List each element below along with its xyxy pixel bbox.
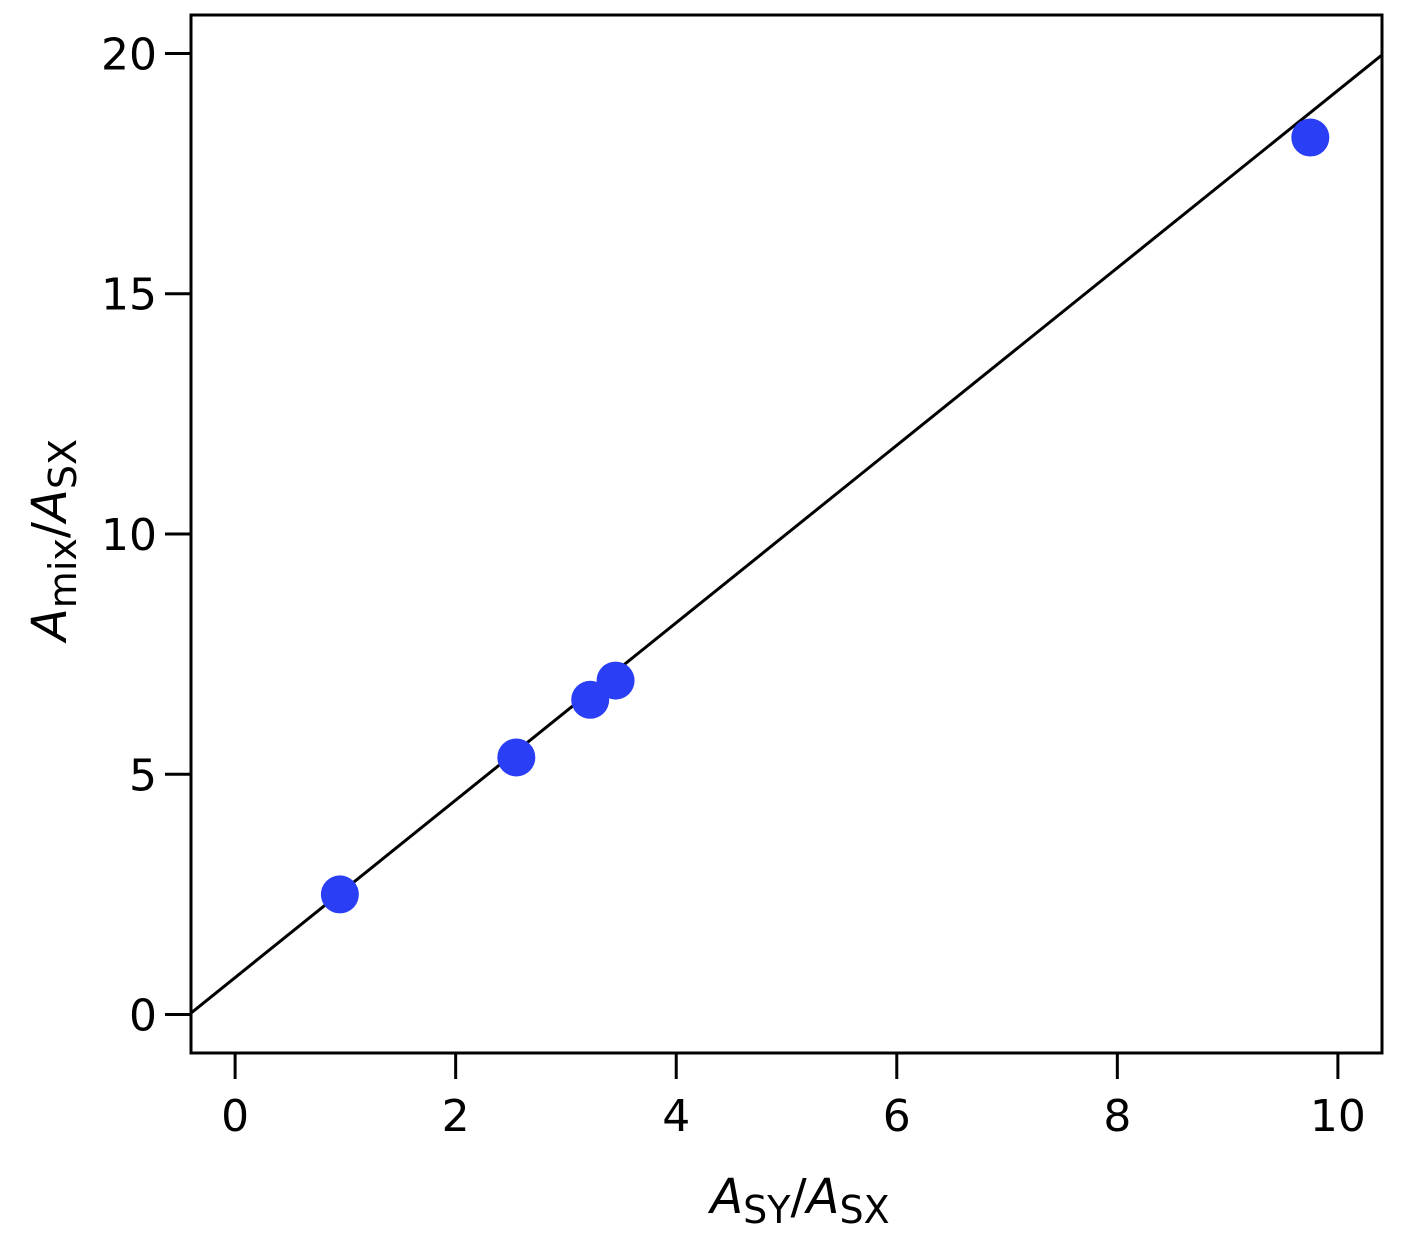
y-tick-label: 10 bbox=[101, 510, 157, 561]
x-axis-title-main2: A bbox=[804, 1169, 840, 1225]
y-axis-title-sub2: SX bbox=[41, 439, 85, 489]
y-tick-label: 5 bbox=[129, 750, 157, 801]
y-tick-label: 0 bbox=[129, 991, 157, 1042]
data-point bbox=[497, 738, 536, 777]
x-axis: 0 2 4 6 8 10 bbox=[221, 1053, 1366, 1142]
data-point bbox=[320, 875, 359, 914]
y-axis-title-sep: / bbox=[22, 521, 78, 538]
x-tick-label: 8 bbox=[1103, 1091, 1131, 1142]
y-axis-title-sub: mix bbox=[41, 538, 85, 608]
x-axis-title-sep: / bbox=[791, 1169, 808, 1225]
x-axis-title-sub2: SX bbox=[840, 1188, 890, 1232]
y-tick-label: 20 bbox=[101, 29, 157, 80]
y-axis: 0 5 10 15 20 bbox=[101, 29, 191, 1042]
x-axis-title: ASY/ASX bbox=[707, 1169, 889, 1232]
x-tick-label: 6 bbox=[883, 1091, 911, 1142]
y-axis-title-main: A bbox=[22, 608, 78, 644]
data-points-layer bbox=[320, 118, 1330, 914]
x-tick-label: 4 bbox=[662, 1091, 690, 1142]
data-point bbox=[1291, 118, 1330, 157]
x-axis-title-main: A bbox=[707, 1169, 743, 1225]
y-tick-label: 15 bbox=[101, 270, 157, 321]
fit-line-layer bbox=[191, 53, 1382, 1015]
x-axis-title-sub: SY bbox=[743, 1188, 791, 1232]
x-tick-label: 2 bbox=[442, 1091, 470, 1142]
x-tick-label: 0 bbox=[221, 1091, 249, 1142]
y-axis-title: Amix/ASX bbox=[22, 439, 85, 644]
x-tick-label: 10 bbox=[1310, 1091, 1366, 1142]
data-point bbox=[596, 661, 635, 700]
y-axis-title-main2: A bbox=[22, 489, 78, 525]
fit-line bbox=[191, 53, 1382, 1015]
